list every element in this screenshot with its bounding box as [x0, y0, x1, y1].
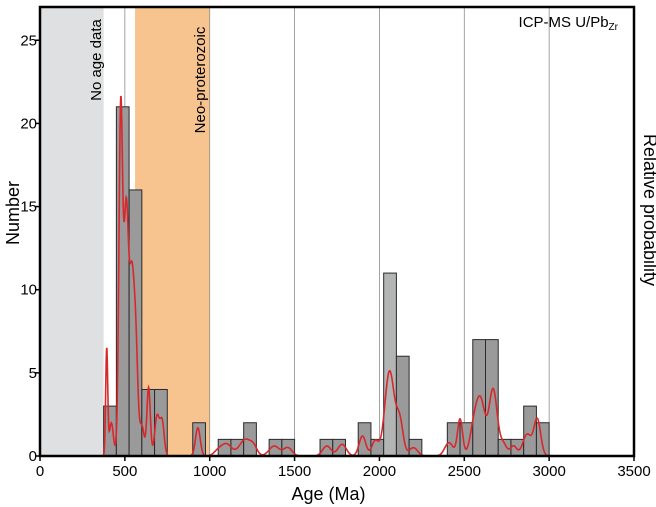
x-tick-label: 2000 [363, 463, 396, 480]
histogram-bar [370, 438, 385, 457]
x-tick-label: 3500 [617, 463, 650, 480]
plot-frame [38, 5, 636, 458]
x-tick-label: 1500 [278, 463, 311, 480]
x-axis-title: Age (Ma) [291, 484, 365, 504]
zone-label-1: Neo-proterozoic [192, 26, 209, 133]
zone-label-0: No age data [88, 18, 105, 100]
y-tick-label: 5 [29, 365, 37, 382]
y-tick-label: 20 [20, 115, 37, 132]
right-axis-title: Relative probability [640, 134, 656, 286]
y-tick-label: 15 [20, 199, 37, 216]
histogram-bar [319, 438, 334, 457]
x-tick-label: 1000 [193, 463, 226, 480]
y-axis-ticks: 0 5 10 15 20 25 [20, 32, 40, 465]
x-tick-label: 3000 [532, 463, 565, 480]
x-tick-label: 500 [112, 463, 137, 480]
shaded-zones [40, 7, 210, 456]
zone-labels: No age data Neo-proterozoic [88, 18, 209, 133]
x-tick-label: 2500 [448, 463, 481, 480]
y-tick-label: 0 [29, 448, 37, 465]
histogram-bar [510, 438, 525, 457]
x-tick-label: 0 [36, 463, 44, 480]
histogram-bar [395, 355, 410, 457]
histogram-bar [497, 438, 512, 457]
corner-label: ICP-MS U/PbZr [519, 14, 619, 33]
histogram-bar [485, 339, 499, 457]
shaded-zone-1 [135, 7, 210, 456]
y-tick-label: 25 [20, 32, 37, 49]
shaded-zone-0 [40, 7, 104, 456]
histogram-bar [217, 438, 232, 457]
histogram-bar [523, 405, 537, 457]
y-axis-title: Number [3, 181, 23, 245]
y-tick-label: 10 [20, 282, 37, 299]
relative-probability-curve [40, 95, 634, 457]
x-axis-ticks: 0 500 1000 1500 2000 2500 3000 3500 [36, 456, 651, 480]
histogram-bar [472, 339, 486, 457]
histogram-bar [383, 272, 397, 457]
histogram-bar [535, 422, 550, 457]
